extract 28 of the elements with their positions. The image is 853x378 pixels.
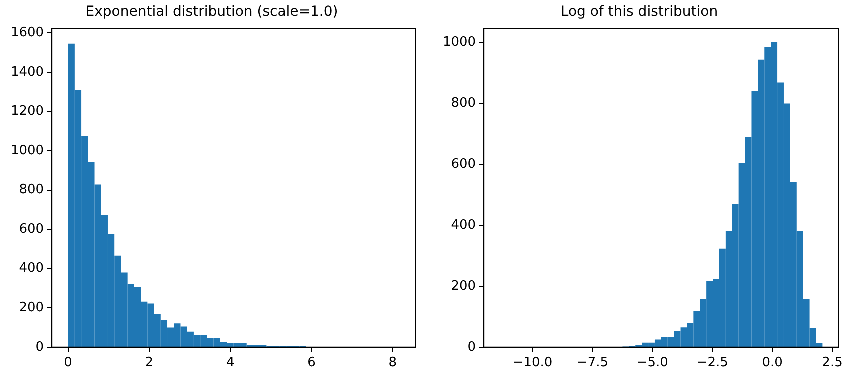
x-tick-label: 0.0 (762, 356, 783, 371)
x-tick-label: 2.5 (822, 356, 843, 371)
chart-title: Log of this distribution (560, 4, 718, 20)
y-tick-label: 1200 (10, 104, 44, 120)
y-tick-label: 800 (19, 182, 44, 198)
x-tick-label: 6 (308, 356, 316, 371)
y-tick-label: 400 (19, 261, 44, 276)
y-tick-label: 0 (468, 340, 476, 355)
x-tick-label: −5.0 (636, 356, 668, 371)
y-tick-label: 1600 (10, 25, 44, 40)
x-tick-label: 0 (64, 356, 72, 371)
chart-title: Exponential distribution (scale=1.0) (86, 4, 338, 20)
y-tick-label: 1000 (10, 143, 44, 158)
y-tick-label: 600 (451, 156, 476, 172)
x-tick-label: 4 (226, 356, 235, 371)
y-tick-label: 400 (451, 218, 476, 233)
x-tick-label: 8 (388, 356, 398, 371)
y-tick-label: 1000 (442, 34, 476, 50)
y-tick-label: 800 (451, 96, 476, 111)
x-tick-label: −7.5 (576, 356, 609, 371)
y-tick-label: 600 (19, 222, 44, 237)
y-tick-label: 200 (19, 300, 44, 316)
x-tick-label: −2.5 (696, 356, 728, 371)
y-tick-label: 200 (451, 278, 476, 294)
x-tick-label: 2 (145, 356, 154, 371)
x-tick-label: −10.0 (512, 356, 553, 371)
y-tick-label: 0 (36, 340, 44, 355)
y-tick-label: 1400 (10, 64, 44, 80)
